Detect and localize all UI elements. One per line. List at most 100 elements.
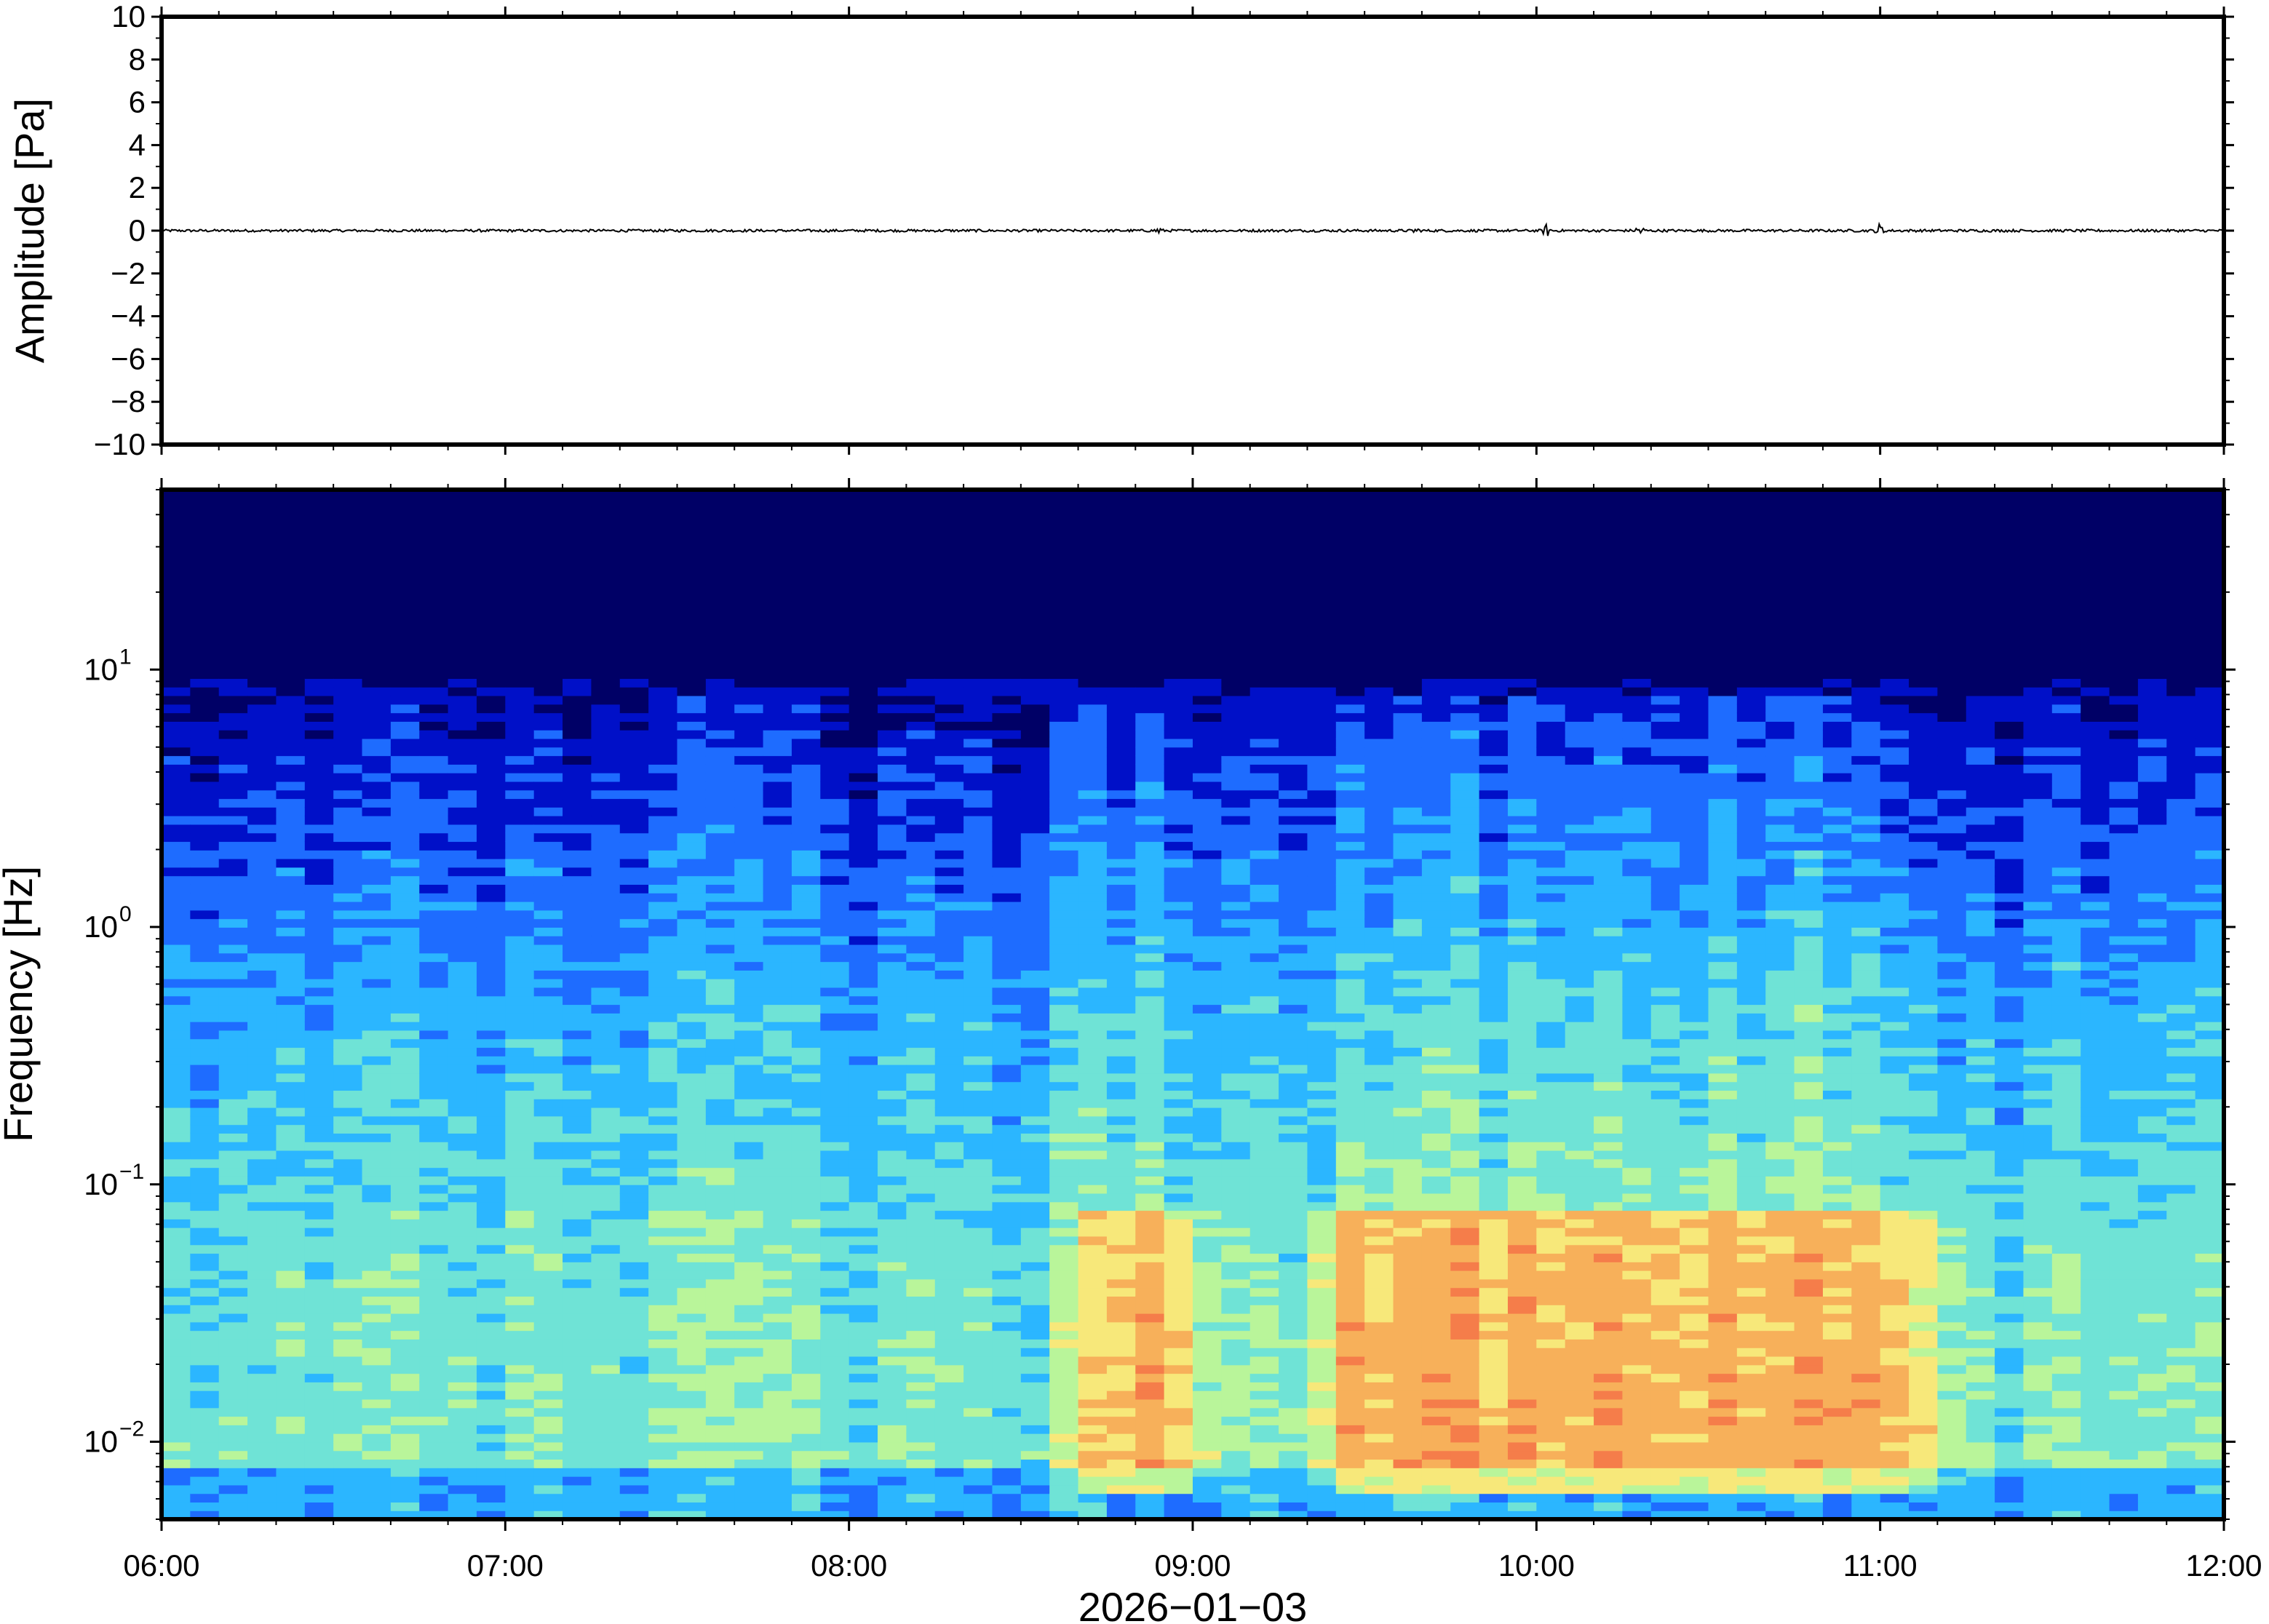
spectrogram-cell [705, 567, 735, 576]
spectrogram-cell [476, 841, 506, 851]
spectrogram-cell [419, 1493, 449, 1503]
spectrogram-cell [734, 1305, 764, 1314]
spectrogram-cell [162, 1321, 191, 1332]
spectrogram-cell [849, 1510, 878, 1519]
spectrogram-cell [333, 1013, 363, 1022]
spectrogram-cell [362, 635, 392, 645]
spectrogram-cell [619, 1013, 649, 1022]
spectrogram-cell [190, 859, 220, 868]
spectrogram-cell [1193, 1185, 1222, 1194]
spectrogram-cell [1221, 1142, 1251, 1151]
spectrogram-cell [992, 1244, 1022, 1254]
spectrogram-cell [906, 1330, 936, 1340]
spectrogram-cell [820, 541, 850, 551]
spectrogram-cell [734, 747, 764, 757]
spectrogram-cell [1106, 1425, 1136, 1434]
spectrogram-cell [247, 961, 277, 971]
spectrogram-cell [276, 875, 306, 885]
spectrogram-cell [734, 1390, 764, 1400]
spectrogram-cell [333, 1373, 363, 1382]
spectrogram-cell [1135, 1072, 1165, 1083]
spectrogram-cell [390, 1107, 420, 1117]
spectrogram-cell [448, 841, 477, 851]
spectrogram-cell [505, 498, 535, 508]
spectrogram-cell [304, 1210, 334, 1219]
spectrogram-cell [1135, 1013, 1165, 1022]
spectrogram-cell [390, 1193, 420, 1203]
spectrogram-cell [476, 696, 506, 705]
spectrogram-cell [705, 610, 735, 619]
spectrogram-cell [1221, 653, 1251, 662]
spectrogram-cell [906, 626, 936, 637]
spectrogram-cell [1221, 1364, 1251, 1374]
spectrogram-cell [162, 1287, 191, 1297]
spectrogram-cell [162, 696, 191, 705]
spectrogram-cell [1221, 901, 1251, 911]
spectrogram-cell [276, 687, 306, 696]
spectrogram-cell [190, 1262, 220, 1271]
spectrogram-cell [1020, 850, 1050, 859]
spectrogram-cell [820, 1133, 850, 1142]
spectrogram-cell [619, 704, 649, 714]
spectrogram-cell [162, 1484, 191, 1494]
spectrogram-cell [218, 1219, 248, 1228]
spectrogram-cell [1221, 1210, 1251, 1219]
spectrogram-cell [849, 1124, 878, 1134]
spectrogram-cell [362, 1287, 392, 1297]
spectrogram-cell [763, 1287, 792, 1297]
spectrogram-cell [591, 1185, 621, 1194]
spectrogram-cell [992, 644, 1022, 653]
spectrogram-cell [333, 1287, 363, 1297]
spectrogram-cell [533, 524, 563, 533]
spectrogram-cell [390, 918, 420, 928]
spectrogram-cell [362, 1235, 392, 1246]
spectrogram-cell [820, 1235, 850, 1246]
spectrogram-cell [648, 704, 678, 714]
spectrogram-cell [849, 730, 878, 739]
spectrogram-cell [362, 1150, 392, 1160]
spectrogram-cell [505, 1090, 535, 1099]
spectrogram-cell [906, 1484, 936, 1494]
spectrogram-cell [1279, 1142, 1308, 1151]
spectrogram-cell [849, 1090, 878, 1099]
spectrogram-cell [1049, 678, 1079, 688]
spectrogram-cell [591, 789, 621, 800]
spectrogram-cell [276, 1468, 306, 1477]
spectrogram-cell [934, 970, 964, 979]
spectrogram-cell [1020, 1313, 1050, 1323]
spectrogram-cell [1193, 875, 1222, 885]
spectrogram-cell [218, 816, 248, 825]
spectrogram-cell [1078, 952, 1108, 963]
spectrogram-cell [820, 755, 850, 765]
spectrogram-cell [390, 524, 420, 533]
spectrogram-cell [1078, 1047, 1108, 1056]
spectrogram-cell [878, 1167, 907, 1177]
spectrogram-cell [362, 970, 392, 979]
spectrogram-cell [533, 755, 563, 765]
spectrogram-cell [1135, 781, 1165, 791]
spectrogram-cell [734, 773, 764, 782]
spectrogram-cell [1020, 1038, 1050, 1048]
spectrogram-cell [906, 995, 936, 1006]
spectrogram-cell [1221, 773, 1251, 782]
spectrogram-cell [247, 1099, 277, 1108]
spectrogram-cell [906, 1124, 936, 1134]
spectrogram-cell [1106, 1038, 1136, 1048]
spectrogram-cell [218, 755, 248, 765]
spectrogram-cell [533, 532, 563, 542]
spectrogram-cell [705, 592, 735, 602]
spectrogram-cell [505, 764, 535, 773]
spectrogram-cell [448, 807, 477, 816]
spectrogram-cell [1164, 1287, 1193, 1297]
spectrogram-cell [1279, 936, 1308, 945]
spectrogram-cell [1020, 1185, 1050, 1194]
spectrogram-cell [934, 1484, 964, 1494]
spectrogram-cell [677, 1468, 707, 1477]
spectrogram-cell [1164, 1459, 1193, 1468]
spectrogram-cell [1279, 764, 1308, 773]
spectrogram-cell [390, 541, 420, 551]
spectrogram-cell [1221, 592, 1251, 602]
spectrogram-cell [333, 816, 363, 825]
spectrogram-cell [1049, 816, 1079, 825]
spectrogram-cell [162, 1201, 191, 1211]
